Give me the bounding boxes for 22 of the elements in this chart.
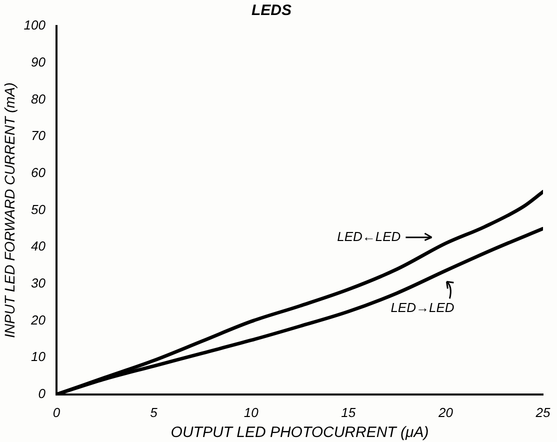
y-tick-label: 10 xyxy=(31,349,46,364)
x-tick-label: 5 xyxy=(150,404,158,420)
y-tick-label: 70 xyxy=(31,128,46,144)
x-tick-label: 20 xyxy=(437,404,454,420)
y-tick-label: 40 xyxy=(31,238,46,254)
x-tick-label: 0 xyxy=(52,404,61,420)
series-label: LED→LED xyxy=(390,300,454,316)
x-tick-label: 10 xyxy=(244,404,260,420)
chart-title: LEDS xyxy=(251,2,292,20)
y-tick-label: 80 xyxy=(31,91,46,106)
y-tick-label: 20 xyxy=(30,312,46,328)
x-tick-label: 15 xyxy=(341,404,356,420)
y-tick-label: 90 xyxy=(31,54,46,70)
y-tick-label: 0 xyxy=(38,386,46,402)
y-tick-label: 30 xyxy=(31,275,46,290)
y-tick-label: 100 xyxy=(24,18,46,33)
x-tick-label: 25 xyxy=(534,404,551,420)
y-tick-label: 60 xyxy=(31,164,46,180)
x-axis-title: OUTPUT LED PHOTOCURRENT (μA) xyxy=(170,424,429,442)
y-axis-title: INPUT LED FORWARD CURRENT (mA) xyxy=(1,82,18,338)
y-tick-label: 50 xyxy=(31,202,46,217)
legend-label: LED←LED xyxy=(337,228,401,244)
